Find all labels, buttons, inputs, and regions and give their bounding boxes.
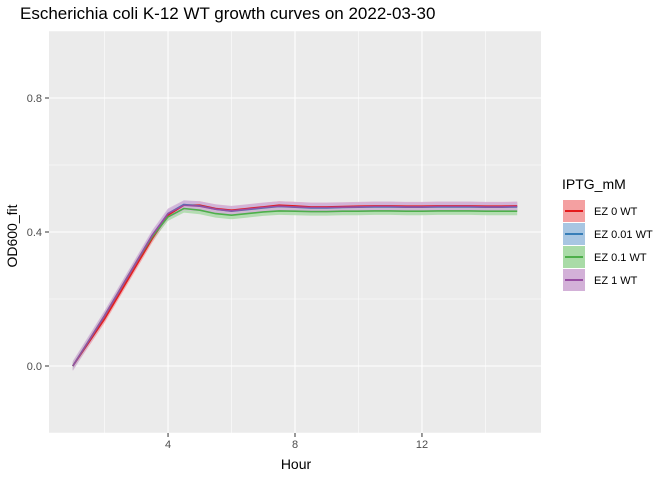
series-lines <box>72 203 518 367</box>
legend-label-1: EZ 0.01 WT <box>594 229 653 241</box>
legend-label-0: EZ 0 WT <box>594 206 638 218</box>
legend: IPTG_mM EZ 0 WT EZ 0.01 WT EZ 0.1 WT EZ 1 W… <box>562 176 653 291</box>
y-axis-ticks: 0.0 0.4 0.8 <box>27 93 49 373</box>
legend-label-2: EZ 0.1 WT <box>594 252 647 264</box>
y-tick-label: 0.4 <box>27 227 42 239</box>
x-axis-title: Hour <box>281 456 312 472</box>
y-tick-label: 0.0 <box>27 361 42 373</box>
y-axis-title: OD600_fit <box>4 204 20 267</box>
chart-title: Escherichia coli K-12 WT growth curves o… <box>20 4 435 23</box>
x-tick-label: 12 <box>416 439 428 451</box>
x-tick-label: 4 <box>165 439 171 451</box>
y-tick-label: 0.8 <box>27 93 42 105</box>
legend-title: IPTG_mM <box>562 176 626 192</box>
x-tick-label: 8 <box>292 439 298 451</box>
legend-label-3: EZ 1 WT <box>594 275 638 287</box>
x-axis-ticks: 4 8 12 <box>165 433 428 451</box>
series-line-3 <box>72 204 518 367</box>
plot-panel <box>49 30 541 434</box>
